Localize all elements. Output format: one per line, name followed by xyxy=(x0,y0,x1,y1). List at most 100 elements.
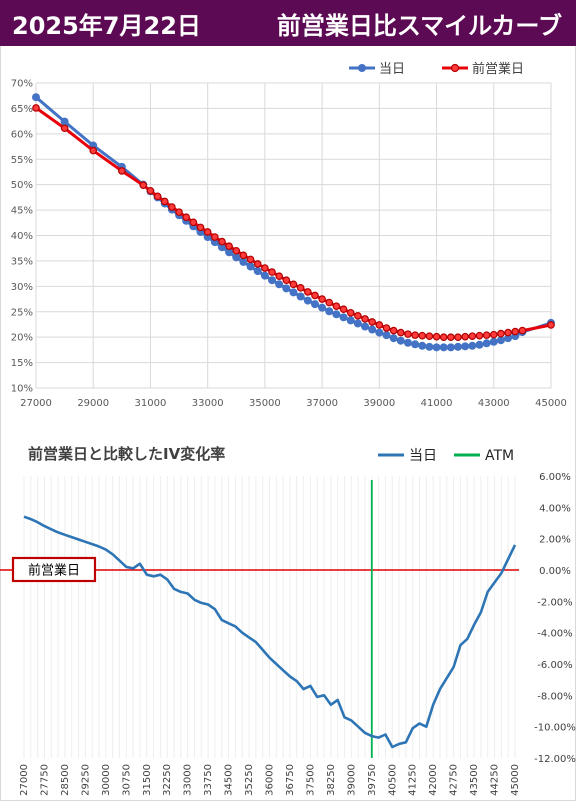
point-today xyxy=(332,310,341,319)
point-today xyxy=(389,334,398,343)
x-tick-label: 31500 xyxy=(142,764,153,796)
point-prev-day xyxy=(296,284,305,292)
series-line-prev-day xyxy=(35,106,552,339)
point-prev-day xyxy=(253,260,262,268)
y-tick-label: 6.00% xyxy=(539,472,571,483)
x-tick-label: 35000 xyxy=(249,398,281,409)
x-tick-label: 37500 xyxy=(305,764,316,796)
x-tick-label: 30000 xyxy=(101,764,112,796)
x-tick-label: 43000 xyxy=(478,398,510,409)
baseline-label-box xyxy=(11,556,97,583)
y-tick-label: 2.00% xyxy=(539,535,571,546)
point-today xyxy=(32,93,40,102)
x-tick-label: 39000 xyxy=(346,764,357,796)
point-prev-day xyxy=(318,295,326,303)
point-prev-day xyxy=(189,218,198,227)
point-prev-day xyxy=(175,208,183,216)
x-tick-label: 43500 xyxy=(469,764,480,796)
point-today xyxy=(403,338,412,347)
point-prev-day xyxy=(382,324,391,332)
legend-label: 前営業日 xyxy=(472,61,524,77)
point-prev-day xyxy=(225,242,233,250)
x-tick-label: 40500 xyxy=(387,764,398,796)
point-today xyxy=(339,313,348,322)
legend-marker xyxy=(358,64,366,72)
x-tick-label: 36000 xyxy=(265,764,276,796)
point-prev-day xyxy=(289,280,298,289)
point-prev-day xyxy=(275,272,283,280)
x-tick-label: 45000 xyxy=(510,764,521,796)
point-prev-day xyxy=(211,233,219,241)
point-prev-day xyxy=(325,298,334,307)
point-today xyxy=(375,328,384,337)
point-today xyxy=(253,267,262,276)
point-today xyxy=(411,340,420,349)
point-prev-day xyxy=(518,326,527,335)
point-prev-day xyxy=(203,228,212,236)
y-tick-label: 60% xyxy=(11,129,33,140)
point-today xyxy=(232,253,241,262)
point-today xyxy=(454,342,463,351)
point-prev-day xyxy=(447,333,455,341)
x-tick-label: 29250 xyxy=(80,764,91,796)
x-tick-label: 45000 xyxy=(535,398,567,409)
point-today xyxy=(475,340,484,349)
baseline-label: 前営業日 xyxy=(28,563,80,579)
point-today xyxy=(282,284,291,293)
point-today xyxy=(225,248,234,257)
point-today xyxy=(461,342,470,351)
point-prev-day xyxy=(489,330,498,339)
point-prev-day xyxy=(268,268,276,276)
point-prev-day xyxy=(282,276,291,285)
point-prev-day xyxy=(418,331,427,340)
x-tick-label: 31000 xyxy=(135,398,167,409)
x-tick-label: 29000 xyxy=(77,398,109,409)
point-today xyxy=(60,117,69,126)
x-tick-label: 27750 xyxy=(39,764,50,796)
point-today xyxy=(361,322,370,331)
iv-change-chart: 前営業日と比較したIV変化率 6.00% 4.00% 2.00% 0.00% -2.00%… xyxy=(0,445,576,796)
point-today xyxy=(482,339,491,348)
point-prev-day xyxy=(468,332,477,340)
point-today xyxy=(504,334,513,343)
point-today xyxy=(396,336,405,345)
point-today xyxy=(382,331,391,340)
point-prev-day xyxy=(482,331,491,339)
y-tick-label: -4.00% xyxy=(537,629,572,640)
point-today xyxy=(217,243,226,252)
x-tick-label: 42000 xyxy=(428,764,439,796)
x-tick-label: 44250 xyxy=(490,764,501,796)
point-prev-day xyxy=(146,186,155,195)
point-prev-day xyxy=(439,333,448,341)
x-tick-label: 42750 xyxy=(449,764,460,796)
x-tick-label: 33000 xyxy=(192,398,224,409)
x-tick-label: 39750 xyxy=(367,764,378,796)
y-tick-label: 25% xyxy=(11,307,33,318)
legend-marker xyxy=(450,63,460,73)
y-tick-label: -12.00% xyxy=(534,754,576,765)
point-today xyxy=(418,341,427,350)
point-today xyxy=(275,280,284,289)
y-tick-label: 45% xyxy=(11,206,33,217)
y-tick-label: 65% xyxy=(11,104,33,115)
y-tick-label: 40% xyxy=(11,231,33,242)
point-prev-day xyxy=(454,333,462,341)
x-tick-label: 28500 xyxy=(60,764,71,796)
point-prev-day xyxy=(32,104,40,112)
series-line-today xyxy=(35,96,552,349)
x-tick-label: 38250 xyxy=(326,764,337,796)
legend-label: 当日 xyxy=(379,62,405,77)
y-tick-label: -8.00% xyxy=(537,691,572,702)
x-tick-label: 27000 xyxy=(20,398,52,409)
x-tick-label: 39000 xyxy=(363,398,395,409)
y-tick-label: -10.00% xyxy=(534,723,576,734)
point-today xyxy=(468,341,477,350)
point-prev-day xyxy=(182,213,191,222)
header-title: 前営業日比スマイルカーブ xyxy=(276,12,562,40)
y-tick-label: 30% xyxy=(11,282,33,293)
point-prev-day xyxy=(411,331,419,339)
x-tick-label: 34500 xyxy=(224,764,235,796)
point-prev-day xyxy=(89,146,98,155)
y-tick-label: -6.00% xyxy=(537,660,572,671)
point-prev-day xyxy=(246,255,255,264)
